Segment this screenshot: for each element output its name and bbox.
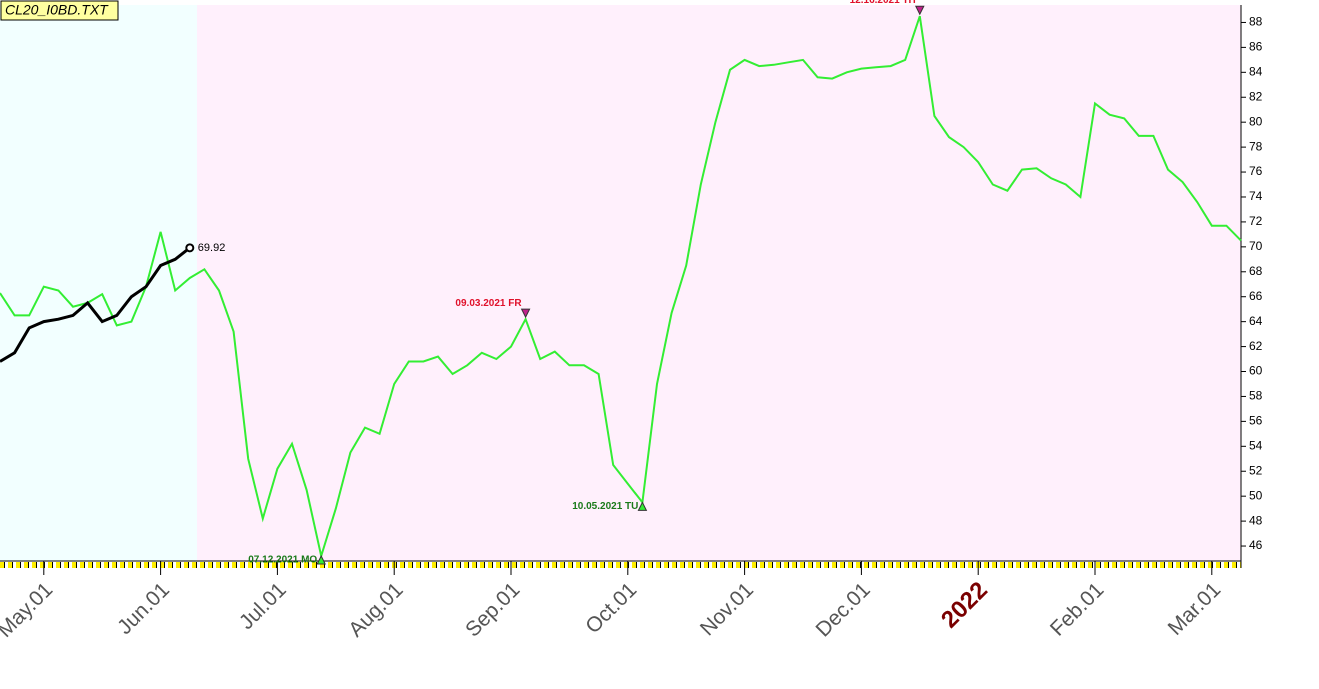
y-tick-label: 80 <box>1249 114 1263 128</box>
y-tick-label: 74 <box>1249 189 1263 203</box>
y-tick-label: 54 <box>1249 438 1263 452</box>
peak-marker <box>914 5 925 16</box>
annotation: 07.12.2021 MO <box>248 555 317 566</box>
x-tick-label: Jul.01 <box>235 578 291 634</box>
x-tick-label: Oct.01 <box>581 578 641 638</box>
x-tick-label: Mar.01 <box>1164 578 1226 640</box>
y-tick-label: 66 <box>1249 289 1263 303</box>
y-tick-label: 88 <box>1249 15 1263 29</box>
y-tick-label: 76 <box>1249 164 1263 178</box>
y-tick-label: 50 <box>1249 488 1263 502</box>
past-region <box>0 5 197 561</box>
value-label: 69.92 <box>198 242 226 254</box>
last-point <box>185 243 195 253</box>
y-tick-label: 58 <box>1249 389 1263 403</box>
x-tick-label: 2022 <box>936 577 993 634</box>
y-tick-label: 46 <box>1249 538 1263 552</box>
peak-marker <box>520 308 531 319</box>
x-tick-label: Jun.01 <box>113 578 174 639</box>
y-tick-label: 86 <box>1249 40 1263 54</box>
y-tick-label: 68 <box>1249 264 1263 278</box>
x-tick-label: Feb.01 <box>1046 578 1109 641</box>
y-tick-label: 84 <box>1249 64 1263 78</box>
x-tick-label: Nov.01 <box>696 578 758 640</box>
y-tick-label: 52 <box>1249 463 1263 477</box>
forecast-region <box>197 5 1241 561</box>
chart-title: CL20_I0BD.TXT <box>5 2 109 18</box>
y-tick-label: 70 <box>1249 239 1263 253</box>
x-tick-label: May.01 <box>0 578 57 642</box>
title-box <box>0 0 119 21</box>
y-tick-label: 72 <box>1249 214 1263 228</box>
y-tick-label: 56 <box>1249 414 1263 428</box>
y-tick-label: 78 <box>1249 139 1263 153</box>
series-line <box>0 246 191 363</box>
y-tick-label: 48 <box>1249 513 1263 527</box>
x-tick-band <box>0 562 1241 568</box>
y-tick-label: 82 <box>1249 89 1263 103</box>
trough-marker <box>637 501 648 511</box>
x-tick-label: Sep.01 <box>461 578 524 641</box>
y-tick-label: 62 <box>1249 339 1263 353</box>
x-tick-label: Dec.01 <box>812 578 875 641</box>
annotation: 12.16.2021 TH <box>850 0 916 6</box>
x-tick-label: Aug.01 <box>344 578 407 641</box>
y-tick-label: 64 <box>1249 314 1263 328</box>
y-tick-label: 60 <box>1249 364 1263 378</box>
series-line <box>0 15 1242 560</box>
trough-marker <box>316 554 327 565</box>
annotation: 10.05.2021 TU <box>572 501 638 512</box>
annotation: 09.03.2021 FR <box>455 298 522 309</box>
